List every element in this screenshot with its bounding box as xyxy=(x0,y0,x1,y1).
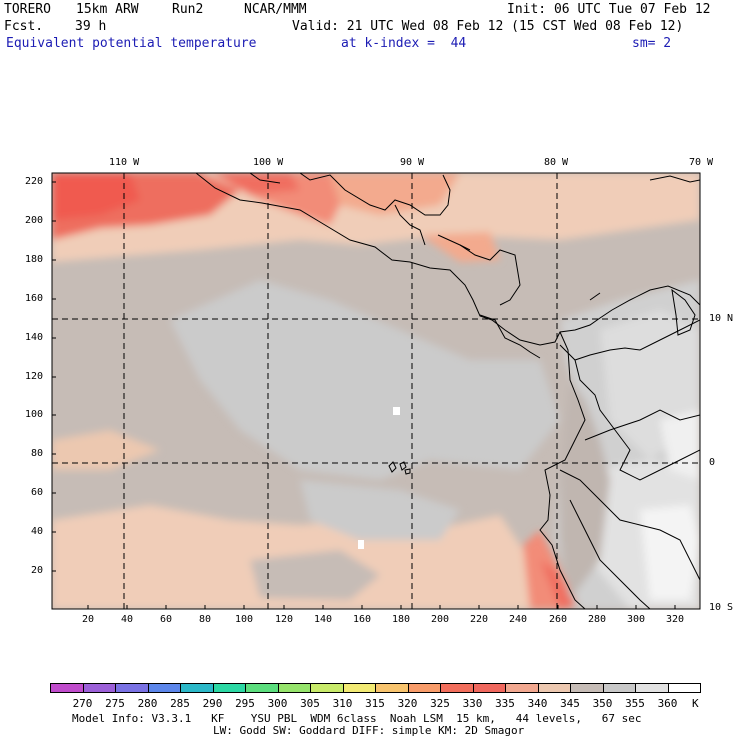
y-tick-label: 100 xyxy=(25,409,44,420)
x-tick-label: 120 xyxy=(275,614,294,625)
colorbar-label: 325 xyxy=(430,697,450,710)
y-tick-label: 120 xyxy=(25,371,44,382)
colorbar-label: 330 xyxy=(462,697,483,710)
colorbar-label: 280 xyxy=(137,697,158,710)
x-tick-label: 300 xyxy=(627,614,646,625)
colorbar-label: 310 xyxy=(332,697,353,710)
x-tick-label: 200 xyxy=(431,614,450,625)
y-tick-label: 20 xyxy=(31,565,44,576)
colorbar-label: 320 xyxy=(397,697,418,710)
colorbar-label: 340 xyxy=(527,697,548,710)
colorbar-label: 350 xyxy=(592,697,613,710)
colorbar-label: 345 xyxy=(560,697,580,710)
latitude-label: 0 xyxy=(709,457,716,468)
colorbar-swatch xyxy=(602,683,636,693)
x-tick-label: 180 xyxy=(392,614,411,625)
colorbar-swatch xyxy=(440,683,474,693)
x-tick-label: 40 xyxy=(121,614,134,625)
colorbar-label: 315 xyxy=(365,697,385,710)
longitude-label: 90 W xyxy=(400,157,425,168)
colorbar-swatch xyxy=(342,683,376,693)
colorbar-swatch xyxy=(375,683,409,693)
longitude-label: 100 W xyxy=(253,157,284,168)
model-resolution: 15km ARW xyxy=(76,2,139,17)
colorbar-swatch xyxy=(537,683,571,693)
valid-time: Valid: 21 UTC Wed 08 Feb 12 (15 CST Wed … xyxy=(292,19,684,34)
colorbar-label: 335 xyxy=(495,697,515,710)
y-tick-label: 160 xyxy=(25,293,44,304)
model-info: Model Info: V3.3.1 KF YSU PBL WDM 6class… xyxy=(72,712,642,725)
colorbar-swatch xyxy=(147,683,181,693)
run-label: Run2 xyxy=(172,2,204,17)
x-tick-label: 20 xyxy=(82,614,95,625)
forecast-label: Fcst. xyxy=(4,19,44,34)
x-tick-label: 140 xyxy=(314,614,333,625)
colorbar-label: 360 xyxy=(657,697,678,710)
x-tick-label: 280 xyxy=(588,614,607,625)
y-tick-label: 40 xyxy=(31,526,44,537)
colorbar-swatch xyxy=(635,683,669,693)
latitude-label: 10 S xyxy=(709,602,734,613)
colorbar-swatch xyxy=(180,683,214,693)
y-tick-label: 220 xyxy=(25,176,44,187)
coastlines xyxy=(195,173,700,609)
colorbar-label: 305 xyxy=(300,697,320,710)
colorbar-swatch xyxy=(570,683,604,693)
latitude-label: 10 N xyxy=(709,313,734,324)
x-tick-label: 60 xyxy=(160,614,173,625)
level-info: at k-index = 44 xyxy=(341,36,467,51)
x-tick-label: 260 xyxy=(549,614,568,625)
colorbar-label: 270 xyxy=(72,697,93,710)
x-tick-label: 240 xyxy=(509,614,528,625)
colorbar-label: 300 xyxy=(267,697,288,710)
latlon-grid xyxy=(52,173,700,609)
y-tick-label: 180 xyxy=(25,254,44,265)
colorbar-swatch xyxy=(212,683,246,693)
axis-ticks xyxy=(52,181,676,609)
y-tick-label: 140 xyxy=(25,332,44,343)
x-tick-label: 160 xyxy=(353,614,372,625)
model-name: TORERO xyxy=(4,2,51,17)
organization: NCAR/MMM xyxy=(244,2,307,17)
longitude-label: 110 W xyxy=(109,157,140,168)
x-tick-label: 220 xyxy=(470,614,489,625)
colorbar-label: 355 xyxy=(625,697,645,710)
y-tick-label: 80 xyxy=(31,448,44,459)
map-frame xyxy=(51,172,701,610)
colorbar-swatch xyxy=(277,683,311,693)
x-tick-label: 80 xyxy=(199,614,212,625)
longitude-label: 70 W xyxy=(689,157,714,168)
y-tick-label: 60 xyxy=(31,487,44,498)
colorbar-label: 275 xyxy=(105,697,125,710)
colorbar-swatch xyxy=(505,683,539,693)
physics-info: LW: Godd SW: Goddard DIFF: simple KM: 2D… xyxy=(213,724,525,737)
forecast-hour: 39 h xyxy=(75,19,107,34)
colorbar-swatch xyxy=(245,683,279,693)
colorbar-label: 290 xyxy=(202,697,223,710)
colorbar-swatch xyxy=(115,683,149,693)
field-name: Equivalent potential temperature xyxy=(6,36,257,51)
y-tick-label: 200 xyxy=(25,215,44,226)
colorbar-swatch xyxy=(407,683,441,693)
colorbar-swatch xyxy=(472,683,506,693)
colorbar-label: 285 xyxy=(170,697,190,710)
colorbar-swatch xyxy=(667,683,701,693)
longitude-label: 80 W xyxy=(544,157,569,168)
colorbar-swatch xyxy=(50,683,84,693)
colorbar-label: 295 xyxy=(235,697,255,710)
colorbar-swatch xyxy=(310,683,344,693)
colorbar-unit: K xyxy=(692,697,699,710)
init-time: Init: 06 UTC Tue 07 Feb 12 xyxy=(507,2,711,17)
x-tick-label: 320 xyxy=(666,614,685,625)
x-tick-label: 100 xyxy=(235,614,254,625)
smoothing-info: sm= 2 xyxy=(632,36,672,51)
theta-e-field xyxy=(52,173,700,609)
colorbar-swatch xyxy=(82,683,116,693)
